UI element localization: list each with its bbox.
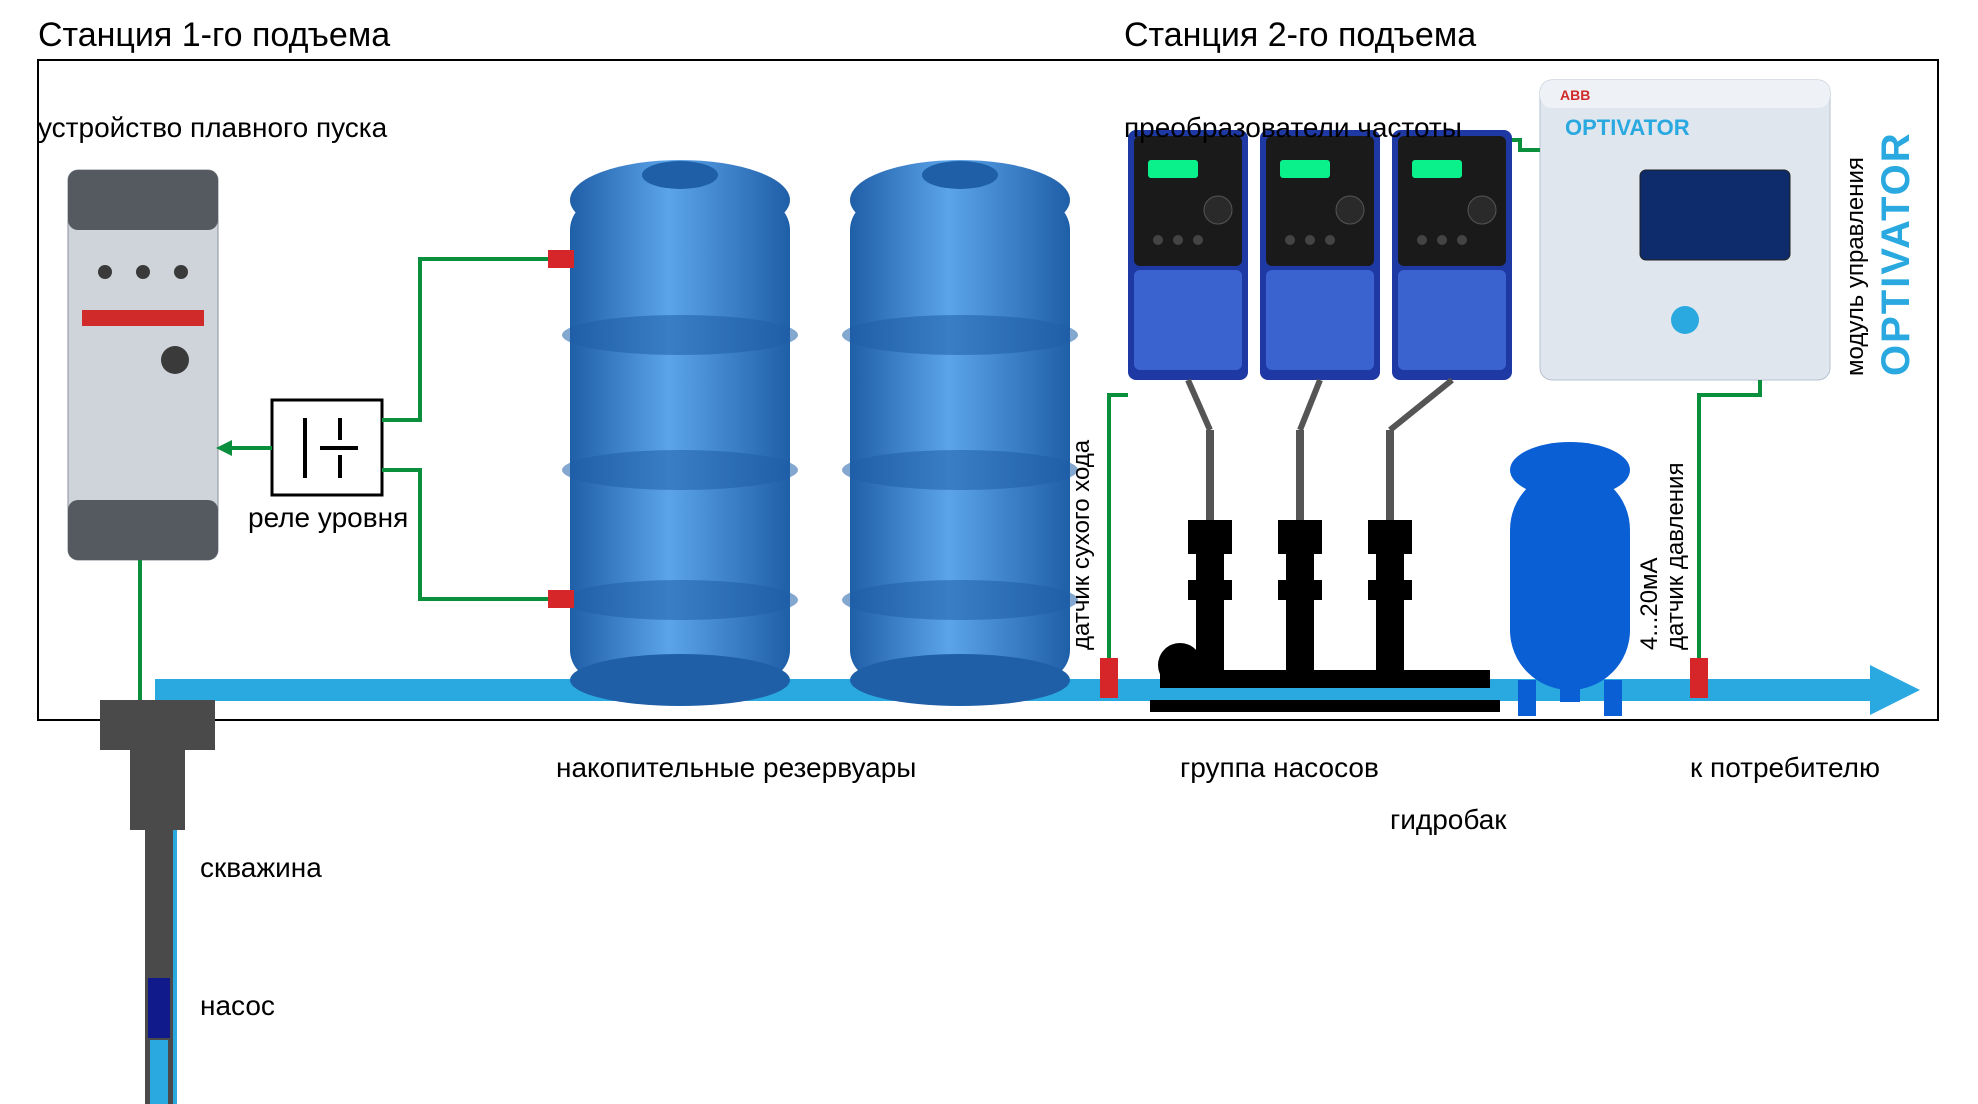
optivator-icon: ABB OPTIVATOR — [1540, 80, 1830, 380]
level-sensor-bottom-icon — [548, 590, 574, 608]
pressure-sensor-icon — [1690, 658, 1708, 698]
vfd-cables — [1188, 380, 1452, 430]
freq-converters-label: преобразователи частоты — [1124, 112, 1462, 144]
well-icon — [100, 700, 215, 1104]
hydro-tank-icon — [1510, 442, 1630, 716]
tank-2-icon — [842, 160, 1078, 706]
level-relay-label: реле уровня — [248, 502, 408, 534]
tank-1-icon — [562, 160, 798, 706]
dry-sensor-wire — [1109, 395, 1128, 658]
storage-tanks-label: накопительные резервуары — [556, 752, 916, 784]
svg-text:ABB: ABB — [1560, 87, 1590, 103]
control-module-label: модуль управления — [1842, 96, 1870, 376]
pump-group-label: группа насосов — [1180, 752, 1379, 784]
brand-label: OPTIVATOR — [1874, 86, 1919, 376]
station1-title: Станция 1-го подъема — [38, 16, 390, 55]
pressure-sensor-label-2: 4...20мА — [1636, 510, 1664, 650]
hydro-tank-label: гидробак — [1390, 804, 1507, 836]
soft-starter-label: устройство плавного пуска — [38, 112, 387, 144]
vfd-group — [1128, 130, 1512, 380]
main-pipeline — [155, 665, 1920, 1104]
dry-run-sensor-label: датчик сухого хода — [1068, 400, 1096, 650]
pump-label: насос — [200, 990, 275, 1022]
level-sensor-top-icon — [548, 250, 574, 268]
to-consumer-label: к потребителю — [1690, 752, 1880, 784]
dry-run-sensor-icon — [1100, 658, 1118, 698]
pressure-sensor-label-1: датчик давления — [1662, 420, 1690, 650]
pump-group-icon — [1150, 430, 1500, 712]
soft-starter-icon — [68, 170, 218, 560]
level-relay-icon — [272, 400, 382, 495]
well-label: скважина — [200, 852, 322, 884]
pressure-sensor-wire — [1699, 380, 1760, 658]
optivator-link — [1512, 140, 1540, 150]
svg-text:OPTIVATOR: OPTIVATOR — [1565, 115, 1690, 140]
station2-title: Станция 2-го подъема — [1124, 16, 1476, 55]
